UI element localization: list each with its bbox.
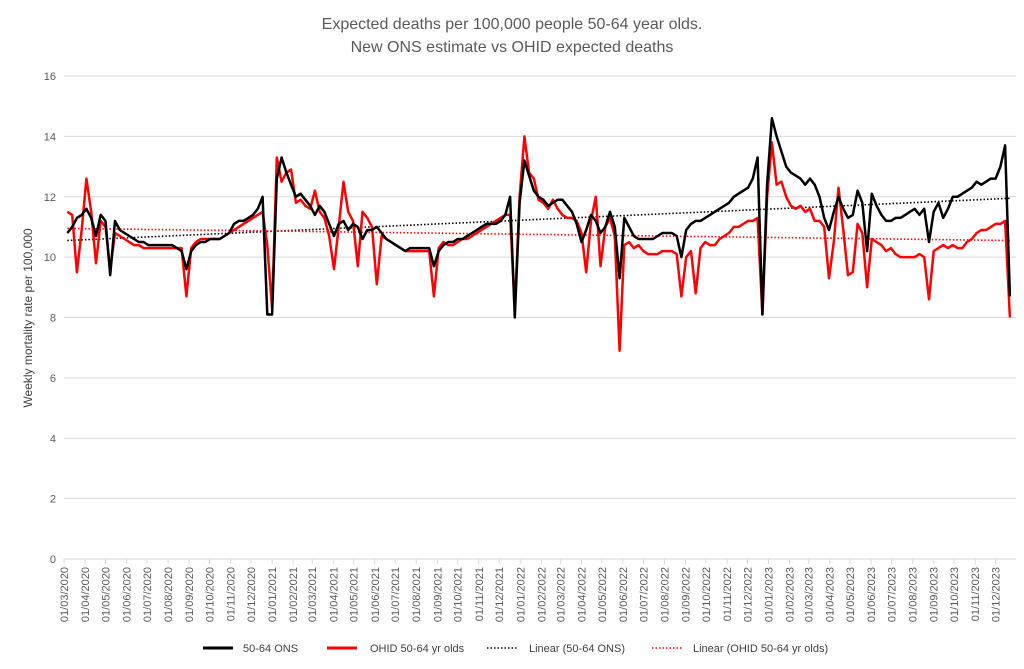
- y-tick-label: 6: [50, 373, 56, 385]
- x-tick-label: 01/12/2020: [246, 567, 258, 622]
- x-tick-label: 01/07/2022: [638, 567, 650, 622]
- y-axis-ticks: 0 2 4 6 8 10 12 14 16: [44, 71, 56, 566]
- x-tick-label: 01/03/2021: [307, 567, 319, 622]
- series-line-0: [66, 117, 1012, 319]
- x-tick-label: 01/02/2023: [785, 567, 797, 622]
- series-lines: [66, 117, 1012, 352]
- y-tick-label: 14: [44, 131, 56, 143]
- x-tick-label: 01/12/2022: [742, 567, 754, 622]
- y-tick-label: 8: [50, 313, 56, 325]
- x-tick-label: 01/07/2021: [390, 567, 402, 622]
- x-tick-label: 01/02/2022: [536, 567, 548, 622]
- x-tick-label: 01/09/2020: [184, 567, 196, 622]
- x-tick-label: 01/09/2022: [681, 567, 693, 622]
- x-tick-label: 01/03/2020: [59, 567, 71, 622]
- y-tick-label: 4: [50, 433, 56, 445]
- x-tick-label: 01/08/2023: [908, 567, 920, 622]
- x-tick-label: 01/10/2021: [453, 567, 465, 622]
- x-tick-label: 01/05/2020: [100, 567, 112, 622]
- x-tick-label: 01/06/2023: [866, 567, 878, 622]
- y-tick-label: 10: [44, 252, 56, 264]
- y-axis-title: Weekly mortality rate per 100,000: [21, 228, 35, 408]
- chart-title-line-2: New ONS estimate vs OHID expected deaths: [351, 39, 674, 56]
- x-tick-label: 01/06/2020: [122, 567, 134, 622]
- x-tick-label: 01/06/2022: [618, 567, 630, 622]
- x-tick-label: 01/03/2023: [804, 567, 816, 622]
- x-tick-label: 01/08/2022: [659, 567, 671, 622]
- y-tick-label: 16: [44, 71, 56, 83]
- x-tick-label: 01/12/2023: [991, 567, 1003, 622]
- x-tick-label: 01/12/2021: [494, 567, 506, 622]
- legend-label-2: Linear (50-64 ONS): [529, 643, 625, 655]
- x-tick-label: 01/05/2022: [597, 567, 609, 622]
- y-tick-label: 2: [50, 494, 56, 506]
- x-tick-label: 01/10/2022: [701, 567, 713, 622]
- x-tick-label: 01/11/2022: [722, 567, 734, 621]
- x-tick-label: 01/09/2023: [929, 567, 941, 622]
- legend: 50-64 ONS OHID 50-64 yr olds Linear (50-64…: [203, 643, 828, 655]
- x-tick-label: 01/01/2023: [763, 567, 775, 622]
- legend-label-3: Linear (OHID 50-64 yr olds): [693, 643, 828, 655]
- x-tick-label: 01/11/2020: [226, 567, 238, 621]
- x-tick-label: 01/11/2021: [474, 567, 486, 621]
- y-tick-label: 12: [44, 192, 56, 204]
- x-tick-label: 01/04/2020: [80, 567, 92, 622]
- legend-label-1: OHID 50-64 yr olds: [370, 643, 465, 655]
- x-tick-label: 01/06/2021: [370, 567, 382, 622]
- x-tick-label: 01/04/2023: [825, 567, 837, 622]
- x-tick-label: 01/08/2021: [411, 567, 423, 622]
- x-tick-label: 01/10/2023: [949, 567, 961, 622]
- x-tick-label: 01/03/2022: [555, 567, 567, 622]
- x-tick-label: 01/09/2021: [432, 567, 444, 622]
- x-tick-label: 01/04/2022: [576, 567, 588, 622]
- x-tick-label: 01/04/2021: [328, 567, 340, 622]
- x-tick-label: 01/01/2022: [515, 567, 527, 622]
- chart-title-line-1: Expected deaths per 100,000 people 50-64…: [322, 16, 703, 33]
- x-axis-ticks: 01/03/2020 01/04/2020 01/05/2020 01/06/2020…: [59, 559, 1003, 622]
- y-tick-label: 0: [50, 554, 56, 566]
- x-tick-label: 01/07/2020: [142, 567, 154, 622]
- x-tick-label: 01/11/2023: [970, 567, 982, 621]
- x-tick-label: 01/01/2021: [267, 567, 279, 622]
- x-tick-label: 01/10/2020: [205, 567, 217, 622]
- series-line-3: [67, 227, 1010, 242]
- x-tick-label: 01/02/2021: [288, 567, 300, 622]
- x-tick-label: 01/08/2020: [163, 567, 175, 622]
- legend-label-0: 50-64 ONS: [243, 643, 298, 655]
- x-tick-label: 01/05/2021: [349, 567, 361, 622]
- x-tick-label: 01/07/2023: [887, 567, 899, 622]
- x-tick-label: 01/05/2023: [845, 567, 857, 622]
